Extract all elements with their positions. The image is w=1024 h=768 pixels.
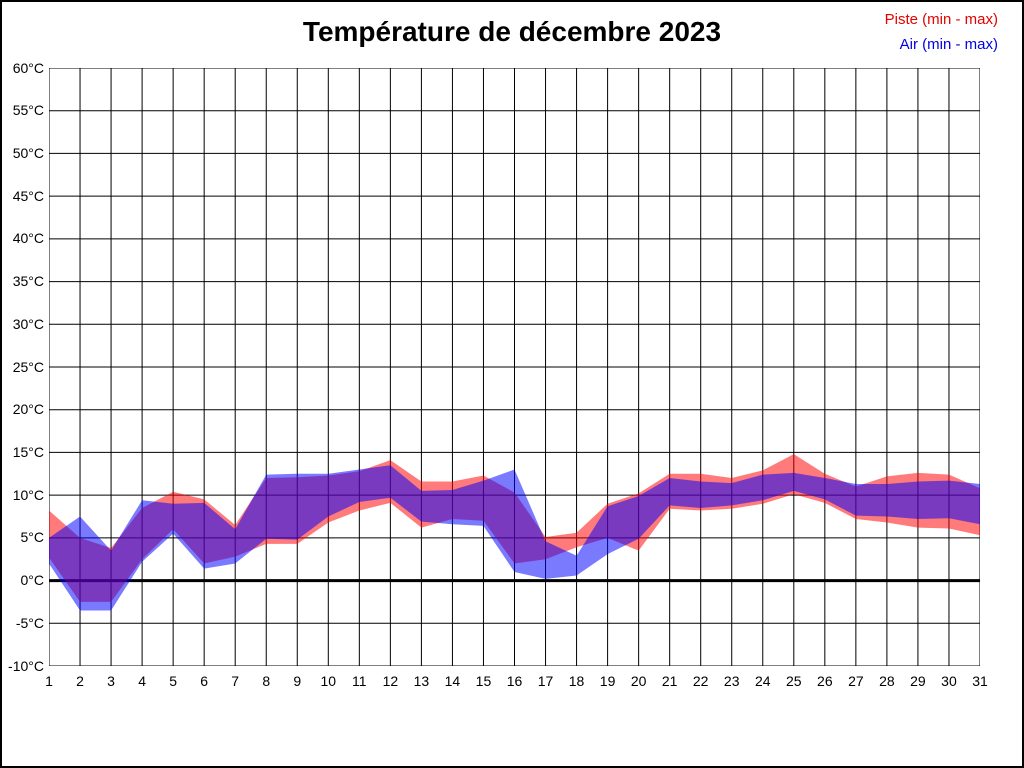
x-tick-label: 28	[879, 673, 895, 689]
x-tick-label: 4	[138, 673, 146, 689]
x-tick-label: 15	[475, 673, 492, 689]
x-tick-label: 23	[723, 673, 740, 689]
temperature-band-chart	[49, 68, 980, 666]
x-tick-label: 19	[599, 673, 616, 689]
x-tick-label: 3	[107, 673, 115, 689]
x-tick-label: 5	[169, 673, 178, 689]
x-tick-label: 31	[972, 673, 988, 689]
x-tick-label: 29	[910, 673, 926, 689]
x-tick-label: 12	[382, 673, 399, 689]
air-band	[49, 465, 980, 611]
y-tick-label: 5°C	[20, 529, 45, 546]
chart-title: Température de décembre 2023	[302, 16, 722, 47]
legend: Piste (min - max) Air (min - max)	[885, 7, 998, 57]
x-tick-label: 11	[352, 673, 367, 689]
y-tick-label: 45°C	[12, 187, 44, 204]
y-tick-label: 0°C	[20, 572, 45, 589]
x-tick-label: 13	[413, 673, 430, 689]
x-tick-label: 1	[45, 673, 53, 689]
x-tick-label: 26	[817, 673, 833, 689]
x-tick-label: 27	[848, 673, 864, 689]
y-tick-label: 35°C	[12, 273, 44, 290]
x-tick-label: 16	[506, 673, 523, 689]
y-tick-label: 15°C	[12, 443, 44, 460]
y-tick-label: 40°C	[12, 230, 44, 247]
x-tick-label: 30	[941, 673, 957, 689]
legend-item-air: Air (min - max)	[899, 36, 998, 53]
y-tick-label: 20°C	[12, 401, 44, 418]
y-tick-label: 50°C	[12, 144, 44, 161]
legend-item-piste: Piste (min - max)	[884, 11, 998, 28]
y-tick-label: -5°C	[15, 614, 44, 631]
y-tick-label: 30°C	[12, 315, 44, 332]
y-tick-label: 55°C	[12, 102, 44, 119]
x-tick-label: 21	[661, 673, 678, 689]
x-tick-label: 8	[262, 673, 271, 689]
x-tick-label: 18	[568, 673, 585, 689]
x-tick-label: 24	[754, 673, 771, 689]
x-tick-label: 20	[630, 673, 647, 689]
y-tick-label: 10°C	[12, 486, 44, 503]
y-tick-label: 60°C	[12, 59, 44, 76]
x-tick-label: 17	[537, 673, 554, 689]
x-tick-label: 7	[231, 673, 240, 689]
x-tick-label: 6	[200, 673, 209, 689]
y-tick-label: -10°C	[8, 657, 44, 674]
x-tick-label: 2	[76, 673, 84, 689]
x-tick-label: 10	[320, 673, 337, 689]
x-tick-label: 9	[293, 673, 302, 689]
x-tick-label: 14	[444, 673, 461, 689]
x-tick-label: 25	[786, 673, 802, 689]
plot-area	[49, 68, 980, 666]
x-tick-label: 22	[692, 673, 709, 689]
y-tick-label: 25°C	[12, 358, 44, 375]
